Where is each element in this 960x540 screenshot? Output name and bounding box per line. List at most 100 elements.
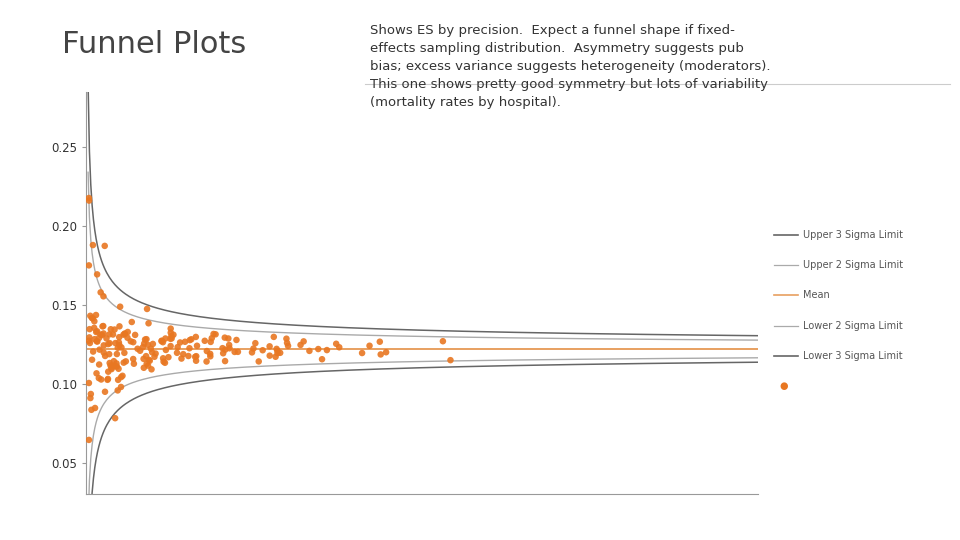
Point	[82, 325, 97, 334]
Point	[164, 332, 180, 340]
Point	[199, 357, 214, 366]
Point	[89, 337, 105, 346]
Point	[93, 330, 108, 339]
Point	[141, 355, 156, 364]
Point	[85, 314, 101, 323]
Point	[252, 357, 267, 366]
Point	[173, 338, 188, 347]
Point	[93, 288, 108, 296]
Point	[113, 373, 129, 381]
Point	[83, 312, 98, 320]
Point	[140, 341, 156, 349]
Point	[83, 339, 98, 347]
Point	[158, 346, 174, 354]
Point	[138, 352, 154, 361]
Point	[142, 356, 157, 365]
Point	[130, 345, 145, 353]
Text: Mean: Mean	[803, 291, 829, 300]
Point	[82, 436, 97, 444]
Point	[89, 327, 105, 335]
Point	[120, 328, 135, 336]
Point	[111, 322, 127, 330]
Point	[83, 394, 98, 402]
Point	[92, 345, 108, 354]
Point	[148, 349, 163, 358]
Point	[188, 333, 204, 341]
Point	[108, 359, 124, 368]
Point	[203, 349, 218, 358]
Point	[222, 341, 237, 349]
Point	[163, 342, 179, 350]
Point	[132, 347, 148, 355]
Point	[91, 360, 107, 369]
Point	[111, 341, 127, 349]
Point	[85, 241, 101, 249]
Point	[120, 333, 135, 342]
Point	[217, 357, 232, 366]
Point	[117, 329, 132, 338]
Point	[91, 334, 107, 342]
Point	[266, 333, 281, 341]
Point	[199, 347, 214, 355]
Point	[126, 355, 141, 363]
Point	[248, 339, 263, 348]
Point	[443, 356, 458, 364]
Point	[113, 383, 129, 391]
Point	[140, 361, 156, 370]
Point	[96, 348, 111, 357]
Point	[221, 334, 236, 343]
Point	[97, 387, 112, 396]
Point	[89, 337, 105, 346]
Point	[109, 350, 125, 359]
Point	[156, 338, 171, 347]
Point	[96, 322, 111, 330]
Point	[102, 350, 117, 359]
Point	[87, 404, 103, 413]
Point	[113, 343, 129, 352]
Point	[141, 319, 156, 328]
Point	[230, 348, 246, 356]
Point	[180, 352, 196, 360]
Point	[115, 372, 131, 380]
Point	[97, 241, 112, 250]
Point	[139, 360, 155, 368]
Point	[215, 344, 230, 353]
Point	[126, 338, 141, 347]
Point	[262, 352, 277, 360]
Point	[139, 335, 155, 343]
Point	[156, 357, 171, 366]
Point	[82, 196, 97, 205]
Point	[108, 362, 123, 370]
Point	[135, 343, 151, 352]
Point	[102, 359, 117, 367]
Point	[101, 367, 116, 376]
Text: Funnel Plots: Funnel Plots	[62, 30, 247, 59]
Point	[88, 328, 104, 336]
Point	[262, 342, 277, 350]
Point	[160, 353, 176, 361]
Point	[91, 374, 107, 382]
Point	[95, 322, 110, 330]
Point	[269, 345, 284, 353]
Point	[183, 335, 199, 343]
Point	[93, 375, 108, 384]
Point	[139, 305, 155, 313]
Text: Upper 3 Sigma Limit: Upper 3 Sigma Limit	[803, 230, 902, 240]
Point	[354, 349, 370, 357]
Point	[101, 340, 116, 348]
Point	[96, 329, 111, 338]
Point	[82, 333, 97, 342]
Point	[118, 357, 133, 366]
Point	[82, 336, 97, 345]
Point	[143, 345, 158, 353]
Text: Upper 2 Sigma Limit: Upper 2 Sigma Limit	[803, 260, 902, 270]
Point	[268, 353, 283, 361]
Point	[111, 338, 127, 347]
Point	[293, 341, 308, 349]
Point	[104, 363, 119, 372]
Point	[108, 339, 123, 347]
Point	[102, 330, 117, 339]
Point	[89, 270, 105, 279]
Point	[82, 261, 97, 269]
Point	[84, 406, 99, 414]
